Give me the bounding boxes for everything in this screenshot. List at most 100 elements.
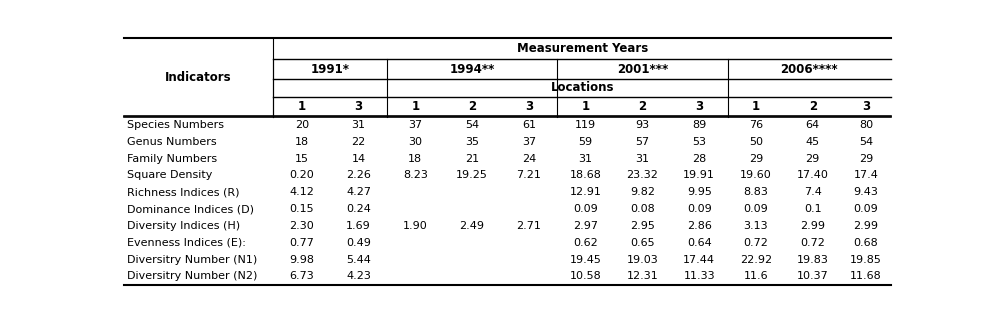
Text: 14: 14 xyxy=(351,154,365,164)
Text: 19.85: 19.85 xyxy=(850,254,882,265)
Text: 119: 119 xyxy=(575,120,596,130)
Text: 93: 93 xyxy=(636,120,649,130)
Text: 0.08: 0.08 xyxy=(630,204,654,214)
Text: 1994**: 1994** xyxy=(449,63,495,76)
Text: 11.33: 11.33 xyxy=(683,271,715,281)
Text: 2001***: 2001*** xyxy=(617,63,668,76)
Text: 17.44: 17.44 xyxy=(683,254,715,265)
Text: 19.60: 19.60 xyxy=(741,171,772,180)
Text: 1991*: 1991* xyxy=(311,63,349,76)
Text: 37: 37 xyxy=(522,137,536,147)
Text: Genus Numbers: Genus Numbers xyxy=(127,137,217,147)
Text: 0.1: 0.1 xyxy=(804,204,822,214)
Text: 15: 15 xyxy=(295,154,309,164)
Text: 12.91: 12.91 xyxy=(569,187,602,197)
Text: Measurement Years: Measurement Years xyxy=(517,42,647,55)
Text: 0.65: 0.65 xyxy=(630,238,654,248)
Text: 0.09: 0.09 xyxy=(573,204,598,214)
Text: 4.27: 4.27 xyxy=(346,187,371,197)
Text: 29: 29 xyxy=(859,154,873,164)
Text: 19.45: 19.45 xyxy=(569,254,602,265)
Text: 31: 31 xyxy=(351,120,365,130)
Text: 0.77: 0.77 xyxy=(289,238,314,248)
Text: 2.99: 2.99 xyxy=(800,221,826,231)
Text: 9.95: 9.95 xyxy=(687,187,712,197)
Text: 2006****: 2006**** xyxy=(780,63,839,76)
Text: Dominance Indices (D): Dominance Indices (D) xyxy=(127,204,253,214)
Text: 54: 54 xyxy=(859,137,873,147)
Text: 3.13: 3.13 xyxy=(743,221,768,231)
Text: Species Numbers: Species Numbers xyxy=(127,120,224,130)
Text: 1: 1 xyxy=(298,100,306,113)
Text: 57: 57 xyxy=(636,137,649,147)
Text: 2: 2 xyxy=(809,100,817,113)
Text: Diversitry Number (N1): Diversitry Number (N1) xyxy=(127,254,257,265)
Text: 0.09: 0.09 xyxy=(743,204,768,214)
Text: 0.09: 0.09 xyxy=(853,204,878,214)
Text: 31: 31 xyxy=(636,154,649,164)
Text: Diversitry Number (N2): Diversitry Number (N2) xyxy=(127,271,257,281)
Text: 45: 45 xyxy=(806,137,820,147)
Text: 1: 1 xyxy=(581,100,590,113)
Text: 0.68: 0.68 xyxy=(853,238,878,248)
Text: 80: 80 xyxy=(859,120,873,130)
Text: 22.92: 22.92 xyxy=(740,254,772,265)
Text: Diversity Indices (H): Diversity Indices (H) xyxy=(127,221,240,231)
Text: 0.24: 0.24 xyxy=(346,204,371,214)
Text: 2: 2 xyxy=(639,100,646,113)
Text: 2.71: 2.71 xyxy=(517,221,542,231)
Text: 11.68: 11.68 xyxy=(850,271,882,281)
Text: 24: 24 xyxy=(522,154,536,164)
Text: 12.31: 12.31 xyxy=(627,271,658,281)
Text: 18: 18 xyxy=(408,154,423,164)
Text: Indicators: Indicators xyxy=(165,71,232,84)
Text: 18: 18 xyxy=(295,137,309,147)
Text: Locations: Locations xyxy=(550,81,614,94)
Text: 19.03: 19.03 xyxy=(627,254,658,265)
Text: 7.4: 7.4 xyxy=(804,187,822,197)
Text: 0.72: 0.72 xyxy=(800,238,826,248)
Text: 22: 22 xyxy=(351,137,365,147)
Text: 2.86: 2.86 xyxy=(687,221,712,231)
Text: 17.40: 17.40 xyxy=(797,171,829,180)
Text: 35: 35 xyxy=(465,137,479,147)
Text: 21: 21 xyxy=(465,154,479,164)
Text: 10.58: 10.58 xyxy=(570,271,602,281)
Text: 64: 64 xyxy=(806,120,820,130)
Text: 29: 29 xyxy=(748,154,763,164)
Text: 3: 3 xyxy=(862,100,870,113)
Text: 3: 3 xyxy=(525,100,533,113)
Text: 3: 3 xyxy=(695,100,703,113)
Text: 18.68: 18.68 xyxy=(569,171,602,180)
Text: 19.25: 19.25 xyxy=(456,171,488,180)
Text: 19.83: 19.83 xyxy=(797,254,829,265)
Text: 8.23: 8.23 xyxy=(403,171,428,180)
Text: 31: 31 xyxy=(578,154,593,164)
Text: 54: 54 xyxy=(465,120,479,130)
Text: 4.12: 4.12 xyxy=(289,187,314,197)
Text: 0.64: 0.64 xyxy=(687,238,712,248)
Text: 1: 1 xyxy=(411,100,420,113)
Text: 50: 50 xyxy=(749,137,763,147)
Text: 0.49: 0.49 xyxy=(346,238,371,248)
Text: 2.99: 2.99 xyxy=(853,221,878,231)
Text: 20: 20 xyxy=(295,120,309,130)
Text: 37: 37 xyxy=(408,120,423,130)
Text: 5.44: 5.44 xyxy=(346,254,371,265)
Text: 1.69: 1.69 xyxy=(346,221,371,231)
Text: Richness Indices (R): Richness Indices (R) xyxy=(127,187,240,197)
Text: 11.6: 11.6 xyxy=(743,271,768,281)
Text: 8.83: 8.83 xyxy=(743,187,768,197)
Text: 0.09: 0.09 xyxy=(687,204,712,214)
Text: 3: 3 xyxy=(354,100,362,113)
Text: 2.49: 2.49 xyxy=(459,221,484,231)
Text: 7.21: 7.21 xyxy=(517,171,542,180)
Text: 9.43: 9.43 xyxy=(853,187,878,197)
Text: 59: 59 xyxy=(578,137,593,147)
Text: 61: 61 xyxy=(522,120,536,130)
Text: 2.95: 2.95 xyxy=(630,221,654,231)
Text: 2: 2 xyxy=(468,100,476,113)
Text: 0.15: 0.15 xyxy=(289,204,314,214)
Text: 53: 53 xyxy=(692,137,706,147)
Text: Evenness Indices (E):: Evenness Indices (E): xyxy=(127,238,246,248)
